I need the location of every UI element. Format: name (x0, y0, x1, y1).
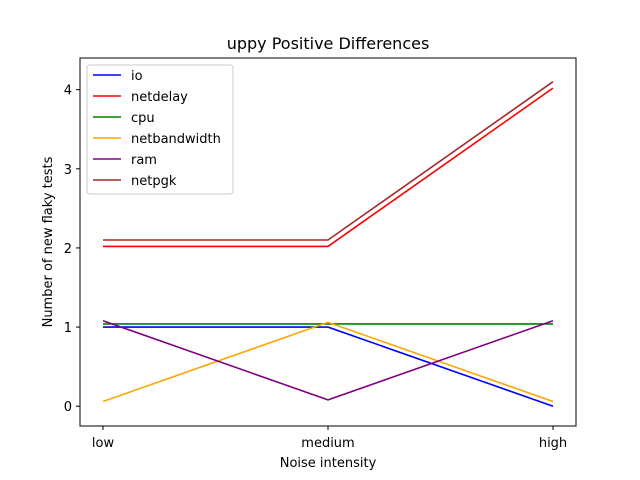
y-tick-label: 2 (64, 242, 72, 257)
y-tick-label: 0 (64, 400, 72, 415)
series-line-netbandwidth (102, 321, 554, 403)
x-axis-ticks: low medium high (92, 426, 567, 451)
x-axis-label: Noise intensity (280, 456, 377, 471)
series-line-io (103, 326, 554, 407)
y-axis-label: Number of new flaky tests (41, 156, 56, 327)
x-tick-label: low (92, 436, 115, 451)
chart-title: uppy Positive Differences (227, 34, 430, 53)
series-lines (102, 81, 554, 407)
legend-label-netbandwidth: netbandwidth (131, 132, 221, 147)
y-axis-ticks: 0 1 2 3 4 (64, 84, 80, 415)
y-tick-label: 4 (64, 84, 72, 99)
series-line-netpgk (103, 81, 554, 241)
series-line-netdelay (103, 87, 554, 248)
legend-label-netpgk: netpgk (131, 174, 177, 189)
legend: io netdelay cpu netbandwidth ram netpgk (86, 64, 234, 195)
legend-label-ram: ram (131, 153, 157, 168)
x-tick-label: medium (301, 436, 354, 451)
x-tick-label: high (539, 436, 567, 451)
legend-label-cpu: cpu (131, 111, 155, 126)
legend-label-netdelay: netdelay (131, 90, 188, 105)
legend-box (86, 64, 234, 195)
y-tick-label: 3 (64, 163, 72, 178)
legend-label-io: io (131, 69, 143, 84)
y-tick-label: 1 (64, 321, 72, 336)
series-line-ram (102, 319, 554, 401)
